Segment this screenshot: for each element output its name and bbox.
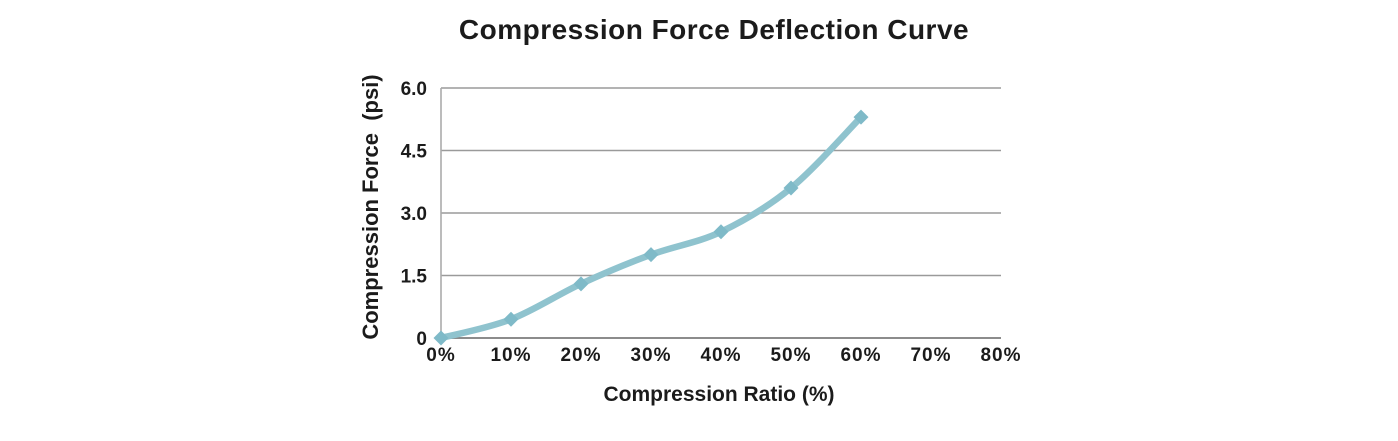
x-tick-label: 20% — [560, 345, 601, 366]
data-point-marker — [503, 311, 519, 327]
chart-title: Compression Force Deflection Curve — [458, 14, 970, 45]
y-tick-label: 6.0 — [401, 79, 427, 100]
y-tick-label: 1.5 — [401, 267, 428, 288]
x-tick-label: 70% — [910, 345, 951, 366]
data-point-marker — [713, 224, 729, 240]
data-point-marker — [853, 109, 869, 125]
data-point-marker — [783, 180, 799, 196]
x-tick-label: 0% — [426, 345, 455, 366]
x-tick-label: 60% — [840, 345, 881, 366]
x-tick-label: 10% — [490, 345, 531, 366]
y-tick-label: 3.0 — [401, 204, 427, 225]
data-point-marker — [433, 330, 449, 346]
y-tick-label: 4.5 — [401, 142, 428, 163]
x-tick-label: 80% — [980, 345, 1021, 366]
data-point-marker — [643, 247, 659, 263]
data-point-marker — [573, 276, 589, 292]
x-tick-label: 50% — [770, 345, 811, 366]
x-tick-label: 40% — [700, 345, 741, 366]
x-axis-title: Compression Ratio (%) — [603, 383, 835, 406]
y-tick-label: 0 — [416, 329, 427, 350]
x-tick-label: 30% — [630, 345, 671, 366]
